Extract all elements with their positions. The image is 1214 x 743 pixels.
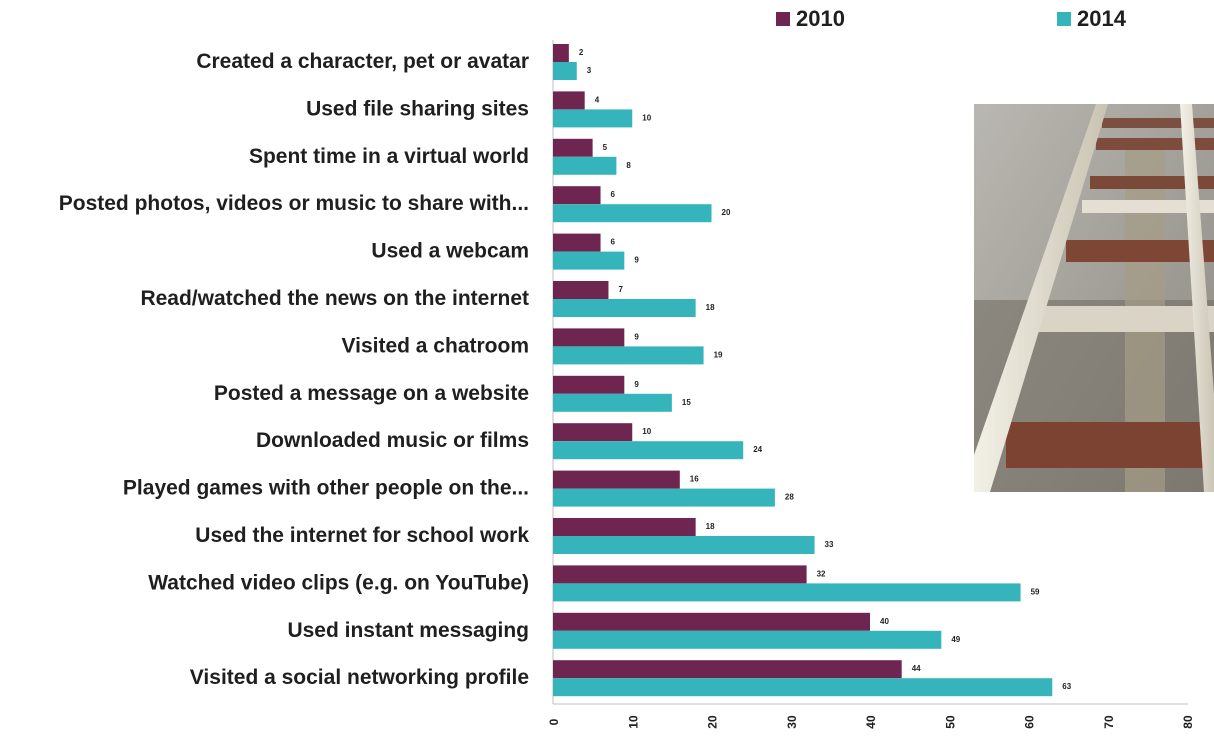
category-label: Spent time in a virtual world [249,145,529,168]
data-label-2010: 9 [634,380,639,389]
data-label-2010: 2 [579,48,584,57]
bar-2014 [553,251,625,270]
ladder-photo [974,104,1214,492]
data-label-2014: 59 [1031,587,1040,596]
bar-2014 [553,536,815,554]
bar-2010 [553,612,870,631]
bar-2014 [553,346,704,365]
x-tick-label: 10 [626,715,640,729]
x-tick-label: 30 [785,715,799,729]
category-label: Posted a message on a website [214,382,529,405]
data-label-2014: 19 [714,350,723,359]
bar-2014 [553,204,712,223]
bar-2010 [553,233,601,252]
category-label: Downloaded music or films [256,429,529,452]
data-label-2010: 16 [690,475,699,484]
x-tick-label: 50 [943,715,957,729]
legend-label-2010: 2010 [796,6,845,31]
bar-2014 [553,583,1021,602]
x-tick-label: 60 [1023,715,1037,729]
data-label-2014: 33 [825,540,834,549]
bar-2014 [553,630,942,649]
data-label-2014: 24 [753,445,762,454]
x-tick-label: 20 [706,715,720,729]
legend-swatch-2010 [776,12,790,26]
bar-2010 [553,91,585,110]
bar-2010 [553,186,601,205]
category-label: Used instant messaging [287,619,529,642]
category-label: Read/watched the news on the internet [140,287,529,310]
bar-2014 [553,393,672,412]
x-tick-label: 40 [864,715,878,729]
bar-2010 [553,375,625,394]
category-label: Created a character, pet or avatar [196,50,529,73]
category-label: Used a webcam [371,240,529,263]
data-label-2014: 8 [626,161,631,170]
data-label-2010: 10 [642,427,651,436]
legend: 2010 2014 [776,6,1127,31]
data-label-2014: 63 [1062,682,1071,691]
data-label-2010: 44 [912,664,921,673]
bar-2014 [553,156,617,175]
data-label-2010: 32 [817,569,826,578]
data-label-2010: 9 [634,332,639,341]
legend-swatch-2014 [1057,12,1071,26]
bar-2014 [553,299,696,317]
category-label: Watched video clips (e.g. on YouTube) [148,571,529,594]
data-label-2014: 18 [706,303,715,312]
data-labels: 23 4 10 5 8 6 20 6 9 7 18 9 19 9 15 10 24 16 28 18 33 32 59 40 4… [579,48,1072,691]
bar-2010 [553,518,696,536]
bar-2010 [553,328,625,347]
bar-2014 [553,62,577,80]
legend-label-2014: 2014 [1077,6,1127,31]
data-label-2010: 18 [706,522,715,531]
bar-2010 [553,565,807,584]
x-tick-label: 80 [1181,715,1195,729]
data-label-2014: 3 [587,66,592,75]
bar-2010 [553,281,609,299]
bars-group [553,44,1053,697]
data-label-2010: 5 [603,143,608,152]
bar-2010 [553,660,902,679]
category-label: Used file sharing sites [306,97,529,120]
data-label-2010: 6 [611,238,616,247]
bar-2014 [553,488,775,507]
data-label-2010: 4 [595,95,600,104]
x-tick-label: 70 [1102,715,1116,729]
category-label: Visited a chatroom [341,334,529,357]
bar-2014 [553,109,633,128]
x-tick-labels: 0 10 20 30 40 50 60 70 80 [547,715,1195,729]
data-label-2014: 49 [951,635,960,644]
category-label: Visited a social networking profile [190,666,529,689]
data-label-2010: 40 [880,617,889,626]
data-label-2014: 20 [722,208,731,217]
bar-2010 [553,470,680,489]
category-label: Played games with other people on the... [123,477,529,500]
data-label-2014: 15 [682,398,691,407]
data-label-2014: 28 [785,493,794,502]
category-label: Posted photos, videos or music to share … [59,192,529,215]
category-labels: Created a character, pet or avatar Used f… [59,50,530,689]
data-label-2010: 7 [618,285,623,294]
bar-2010 [553,423,633,442]
bar-2010 [553,138,593,157]
x-tick-label: 0 [547,718,561,725]
bar-2010 [553,44,569,62]
data-label-2010: 6 [611,190,616,199]
bar-2014 [553,678,1053,697]
bar-2014 [553,441,744,460]
data-label-2014: 10 [642,113,651,122]
category-label: Used the internet for school work [195,524,529,547]
data-label-2014: 9 [634,256,639,265]
